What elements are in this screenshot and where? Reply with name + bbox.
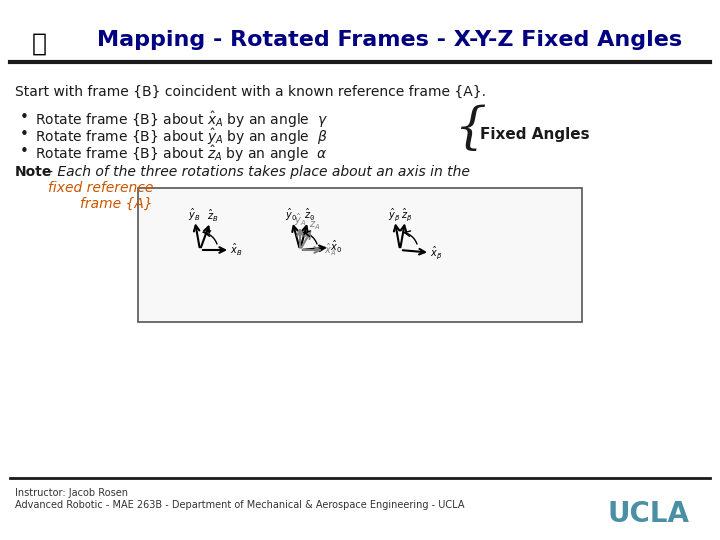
Text: $\hat{x}_{A}$: $\hat{x}_{A}$ xyxy=(324,242,336,258)
Text: $\hat{z}_{B}$: $\hat{z}_{B}$ xyxy=(207,208,218,224)
Text: $\hat{y}_{0}$: $\hat{y}_{0}$ xyxy=(284,207,297,224)
Text: Instructor: Jacob Rosen
Advanced Robotic - MAE 263B - Department of Mechanical &: Instructor: Jacob Rosen Advanced Robotic… xyxy=(15,488,464,510)
Text: $\hat{z}_{A}$: $\hat{z}_{A}$ xyxy=(310,216,320,232)
Text: $\hat{x}_{\beta}$: $\hat{x}_{\beta}$ xyxy=(430,245,442,261)
Text: •: • xyxy=(20,110,29,125)
Text: $\hat{z}_{\beta}$: $\hat{z}_{\beta}$ xyxy=(400,206,412,223)
Text: Rotate frame {B} about $\hat{y}_A$ by an angle  $\beta$: Rotate frame {B} about $\hat{y}_A$ by an… xyxy=(35,127,328,147)
Text: - Each of the three rotations takes place about an axis in the: - Each of the three rotations takes plac… xyxy=(48,165,474,179)
Text: Mapping - Rotated Frames - X-Y-Z Fixed Angles: Mapping - Rotated Frames - X-Y-Z Fixed A… xyxy=(97,30,683,50)
Text: Rotate frame {B} about $\hat{z}_A$ by an angle  $\alpha$: Rotate frame {B} about $\hat{z}_A$ by an… xyxy=(35,144,328,164)
Text: Fixed Angles: Fixed Angles xyxy=(480,127,590,142)
Text: •: • xyxy=(20,144,29,159)
Text: {: { xyxy=(455,105,487,154)
Text: $\hat{x}_{B}$: $\hat{x}_{B}$ xyxy=(230,242,242,258)
Text: $\hat{x}_{0}$: $\hat{x}_{0}$ xyxy=(330,239,342,255)
Text: Rotate frame {B} about $\hat{x}_A$ by an angle  $\gamma$: Rotate frame {B} about $\hat{x}_A$ by an… xyxy=(35,110,328,130)
Text: Note: Note xyxy=(15,165,53,179)
Text: $\hat{y}_{\beta}$: $\hat{y}_{\beta}$ xyxy=(387,206,400,223)
Text: $\hat{z}_{0}$: $\hat{z}_{0}$ xyxy=(304,207,315,223)
Text: UCLA: UCLA xyxy=(608,500,690,528)
Text: 🐕: 🐕 xyxy=(32,31,47,55)
Text: $\hat{y}_{A}$: $\hat{y}_{A}$ xyxy=(294,212,306,228)
Text: •: • xyxy=(20,127,29,142)
Text: $\hat{y}_{B}$: $\hat{y}_{B}$ xyxy=(188,206,200,222)
Text: Start with frame {B} coincident with a known reference frame {A}.: Start with frame {B} coincident with a k… xyxy=(15,85,486,99)
Text: frame {A}: frame {A} xyxy=(80,197,153,211)
FancyBboxPatch shape xyxy=(138,188,582,322)
Text: fixed reference: fixed reference xyxy=(48,181,153,195)
